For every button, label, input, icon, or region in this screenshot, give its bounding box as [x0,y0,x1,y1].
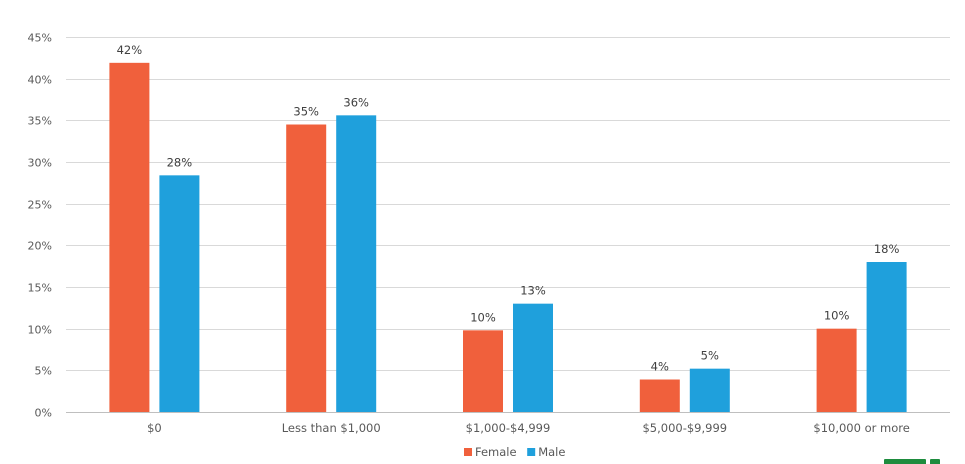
bar-male-0 [159,175,200,412]
data-label-female-0: 42% [117,43,143,57]
y-axis: 0% 5% 10% 15% 20% 25% 30% 35% 40% 45% [28,32,52,420]
x-category-label: $10,000 or more [813,421,909,435]
bars [109,62,907,412]
bar-female-4 [816,328,857,412]
data-label-female-2: 10% [470,310,496,324]
data-label-female-1: 35% [293,105,319,119]
data-label-male-3: 5% [701,349,719,363]
legend-label-female: Female [475,445,517,459]
x-axis: $0 Less than $1,000 $1,000-$4,999 $5,000-$9… [147,421,910,435]
data-labels: 42% 28% 35% 36% 10% 13% 4% 5% 10% 18% [117,43,900,374]
y-tick-label: 15% [28,282,52,295]
data-label-female-4: 10% [824,309,850,323]
x-category-label: $5,000-$9,999 [642,421,727,435]
y-tick-label: 40% [28,74,52,87]
x-category-label: Less than $1,000 [282,421,381,435]
y-tick-label: 10% [28,324,52,337]
logo-mark [884,459,926,464]
grid-layer [66,37,950,413]
data-label-male-2: 13% [520,284,546,298]
y-tick-label: 45% [28,32,52,45]
bar-male-4 [866,262,907,412]
data-label-female-3: 4% [651,360,669,374]
y-tick-label: 20% [28,240,52,253]
y-tick-label: 30% [28,157,52,170]
logo-mark-secondary [930,459,940,464]
bar-female-0 [109,62,150,412]
y-tick-label: 25% [28,199,52,212]
bar-male-2 [513,303,553,412]
corner-logo-icon [884,459,940,464]
y-tick-label: 35% [28,115,52,128]
data-label-male-0: 28% [167,155,193,169]
bar-male-3 [689,368,730,412]
data-label-male-4: 18% [874,242,900,256]
legend-swatch-male [527,448,536,456]
bar-female-3 [639,379,680,412]
legend: Female Male [464,445,565,459]
legend-swatch-female [464,448,472,456]
x-category-label: $1,000-$4,999 [466,421,551,435]
bar-male-1 [336,115,377,412]
y-tick-label: 0% [35,407,52,420]
legend-label-male: Male [538,445,565,459]
y-tick-label: 5% [35,365,52,378]
bar-female-1 [286,124,327,412]
x-category-label: $0 [147,421,162,435]
data-label-male-1: 36% [343,95,369,109]
bar-female-2 [463,330,503,412]
